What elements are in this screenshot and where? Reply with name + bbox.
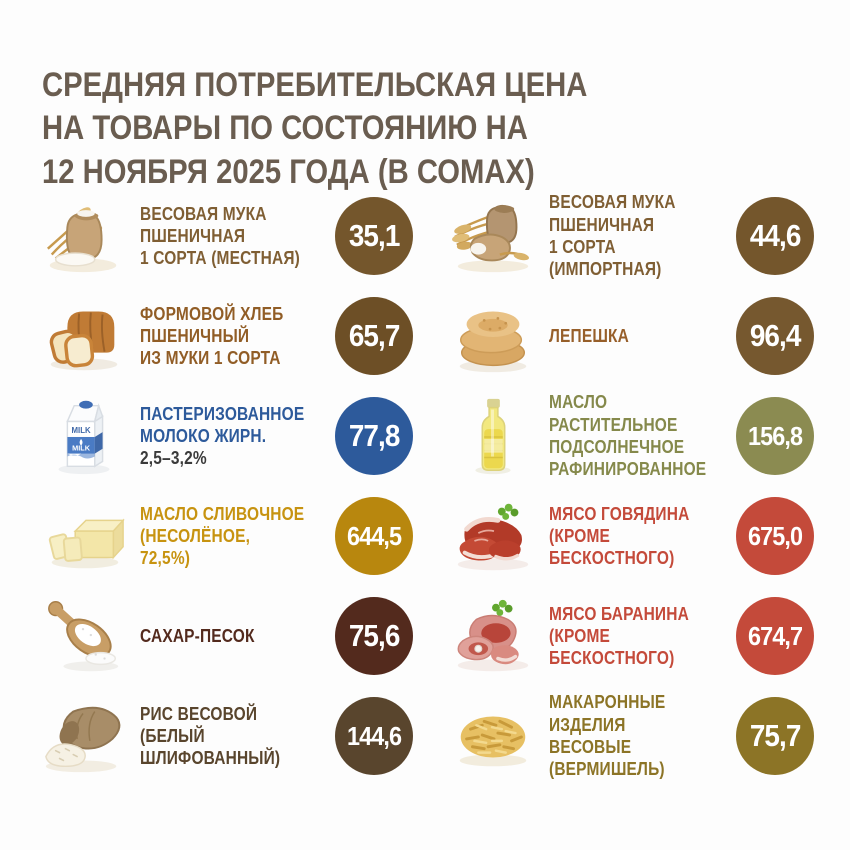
product-name: МЯСО ГОВЯДИНА (КРОМЕ БЕСКОСТНОГО) xyxy=(549,503,690,569)
products-grid: ВЕСОВАЯ МУКА ПШЕНИЧНАЯ 1 СОРТА (МЕСТНАЯ)… xyxy=(38,186,815,786)
product-name: РИС ВЕСОВОЙ (БЕЛЫЙ ШЛИФОВАННЫЙ) xyxy=(140,703,281,769)
product-fat-range: 2,5–3,2% xyxy=(140,448,207,469)
product-name: ВЕСОВАЯ МУКА ПШЕНИЧНАЯ 1 СОРТА (МЕСТНАЯ) xyxy=(140,203,301,269)
lamb-meat-icon xyxy=(447,590,539,682)
product-item-lamb: МЯСО БАРАНИНА (КРОМЕ БЕСКОСТНОГО) 674,7 xyxy=(447,586,815,686)
price-value: 96,4 xyxy=(749,318,802,353)
flatbread-stack-icon xyxy=(447,290,539,382)
product-item-flatbread: ЛЕПЕШКА 96,4 xyxy=(447,286,815,386)
price-value: 35,1 xyxy=(348,218,401,253)
rice-sack-icon xyxy=(38,690,130,782)
product-item-flour-local: ВЕСОВАЯ МУКА ПШЕНИЧНАЯ 1 СОРТА (МЕСТНАЯ)… xyxy=(38,186,414,286)
product-item-pasta: МАКАРОННЫЕ ИЗДЕЛИЯ ВЕСОВЫЕ (ВЕРМИШЕЛЬ) 7… xyxy=(447,686,815,786)
product-label: ЛЕПЕШКА xyxy=(539,325,736,347)
price-value: 644,5 xyxy=(347,520,402,551)
flour-sacks-imported-icon xyxy=(447,190,539,282)
price-badge: 675,0 xyxy=(736,497,815,575)
page-title: СРЕДНЯЯ ПОТРЕБИТЕЛЬСКАЯ ЦЕНА НА ТОВАРЫ П… xyxy=(42,20,676,194)
flour-sack-wheat-icon xyxy=(38,190,130,282)
beef-meat-icon xyxy=(447,490,539,582)
price-badge: 77,8 xyxy=(335,397,414,475)
price-value: 75,7 xyxy=(749,718,802,753)
product-name: МЯСО БАРАНИНА (КРОМЕ БЕСКОСТНОГО) xyxy=(549,603,690,669)
price-value: 77,8 xyxy=(348,418,401,453)
product-item-bread: ФОРМОВОЙ ХЛЕБ ПШЕНИЧНЫЙ ИЗ МУКИ 1 СОРТА … xyxy=(38,286,414,386)
product-label: МЯСО БАРАНИНА (КРОМЕ БЕСКОСТНОГО) xyxy=(539,603,736,670)
product-name: ПАСТЕРИЗОВАННОЕ МОЛОКО ЖИРН. xyxy=(140,403,305,446)
product-label: ПАСТЕРИЗОВАННОЕ МОЛОКО ЖИРН. 2,5–3,2% xyxy=(130,403,335,470)
price-badge: 75,6 xyxy=(335,597,414,675)
product-item-beef: МЯСО ГОВЯДИНА (КРОМЕ БЕСКОСТНОГО) 675,0 xyxy=(447,486,815,586)
price-value: 156,8 xyxy=(747,420,803,451)
product-item-milk: MILK MILK ПАСТЕРИЗОВАННОЕ МОЛОКО ЖИРН. 2… xyxy=(38,386,414,486)
price-badge: 96,4 xyxy=(736,297,815,375)
milk-carton-icon: MILK MILK xyxy=(38,390,130,482)
price-badge: 65,7 xyxy=(335,297,414,375)
product-name: МАСЛО СЛИВОЧНОЕ (НЕСОЛЁНОЕ, 72,5%) xyxy=(140,503,305,569)
product-name: МАКАРОННЫЕ ИЗДЕЛИЯ ВЕСОВЫЕ (ВЕРМИШЕЛЬ) xyxy=(549,692,666,780)
product-label: МАСЛО РАСТИТЕЛЬНОЕ ПОДСОЛНЕЧНОЕ РАФИНИРО… xyxy=(539,391,736,480)
price-value: 65,7 xyxy=(348,318,401,353)
sunflower-oil-bottle-icon xyxy=(447,390,539,482)
product-name: МАСЛО РАСТИТЕЛЬНОЕ ПОДСОЛНЕЧНОЕ РАФИНИРО… xyxy=(549,392,707,480)
product-label: ВЕСОВАЯ МУКА ПШЕНИЧНАЯ 1 СОРТА (ИМПОРТНА… xyxy=(539,191,736,280)
price-badge: 674,7 xyxy=(736,597,815,675)
price-badge: 75,7 xyxy=(736,697,815,775)
vermicelli-pasta-icon xyxy=(447,690,539,782)
product-item-butter: МАСЛО СЛИВОЧНОЕ (НЕСОЛЁНОЕ, 72,5%) 644,5 xyxy=(38,486,414,586)
price-value: 144,6 xyxy=(347,720,402,751)
price-value: 674,7 xyxy=(747,620,803,651)
product-label: ВЕСОВАЯ МУКА ПШЕНИЧНАЯ 1 СОРТА (МЕСТНАЯ) xyxy=(130,203,335,270)
product-label: САХАР-ПЕСОК xyxy=(130,625,335,647)
price-badge: 644,5 xyxy=(335,497,414,575)
product-label: МАСЛО СЛИВОЧНОЕ (НЕСОЛЁНОЕ, 72,5%) xyxy=(130,503,335,570)
product-name: САХАР-ПЕСОК xyxy=(140,625,255,646)
product-name: ФОРМОВОЙ ХЛЕБ ПШЕНИЧНЫЙ ИЗ МУКИ 1 СОРТА xyxy=(140,303,284,369)
svg-text:MILK: MILK xyxy=(72,426,91,435)
product-item-sunflower-oil: МАСЛО РАСТИТЕЛЬНОЕ ПОДСОЛНЕЧНОЕ РАФИНИРО… xyxy=(447,386,815,486)
product-name: ВЕСОВАЯ МУКА ПШЕНИЧНАЯ 1 СОРТА (ИМПОРТНА… xyxy=(549,192,676,280)
product-name: ЛЕПЕШКА xyxy=(549,325,630,346)
price-badge: 44,6 xyxy=(736,197,815,275)
product-label: МЯСО ГОВЯДИНА (КРОМЕ БЕСКОСТНОГО) xyxy=(539,503,736,570)
product-label: МАКАРОННЫЕ ИЗДЕЛИЯ ВЕСОВЫЕ (ВЕРМИШЕЛЬ) xyxy=(539,691,736,780)
price-badge: 156,8 xyxy=(736,397,815,475)
sliced-bread-loaf-icon xyxy=(38,290,130,382)
price-badge: 144,6 xyxy=(335,697,414,775)
price-value: 675,0 xyxy=(747,520,803,551)
price-badge: 35,1 xyxy=(335,197,414,275)
product-item-flour-imported: ВЕСОВАЯ МУКА ПШЕНИЧНАЯ 1 СОРТА (ИМПОРТНА… xyxy=(447,186,815,286)
svg-text:MILK: MILK xyxy=(72,444,91,453)
page-title-text: СРЕДНЯЯ ПОТРЕБИТЕЛЬСКАЯ ЦЕНА НА ТОВАРЫ П… xyxy=(42,65,588,191)
butter-block-icon xyxy=(38,490,130,582)
product-label: ФОРМОВОЙ ХЛЕБ ПШЕНИЧНЫЙ ИЗ МУКИ 1 СОРТА xyxy=(130,303,335,370)
price-value: 75,6 xyxy=(348,618,401,653)
sugar-scoop-icon xyxy=(38,590,130,682)
product-item-sugar: САХАР-ПЕСОК 75,6 xyxy=(38,586,414,686)
price-value: 44,6 xyxy=(749,218,802,253)
product-label: РИС ВЕСОВОЙ (БЕЛЫЙ ШЛИФОВАННЫЙ) xyxy=(130,703,335,770)
product-item-rice: РИС ВЕСОВОЙ (БЕЛЫЙ ШЛИФОВАННЫЙ) 144,6 xyxy=(38,686,414,786)
